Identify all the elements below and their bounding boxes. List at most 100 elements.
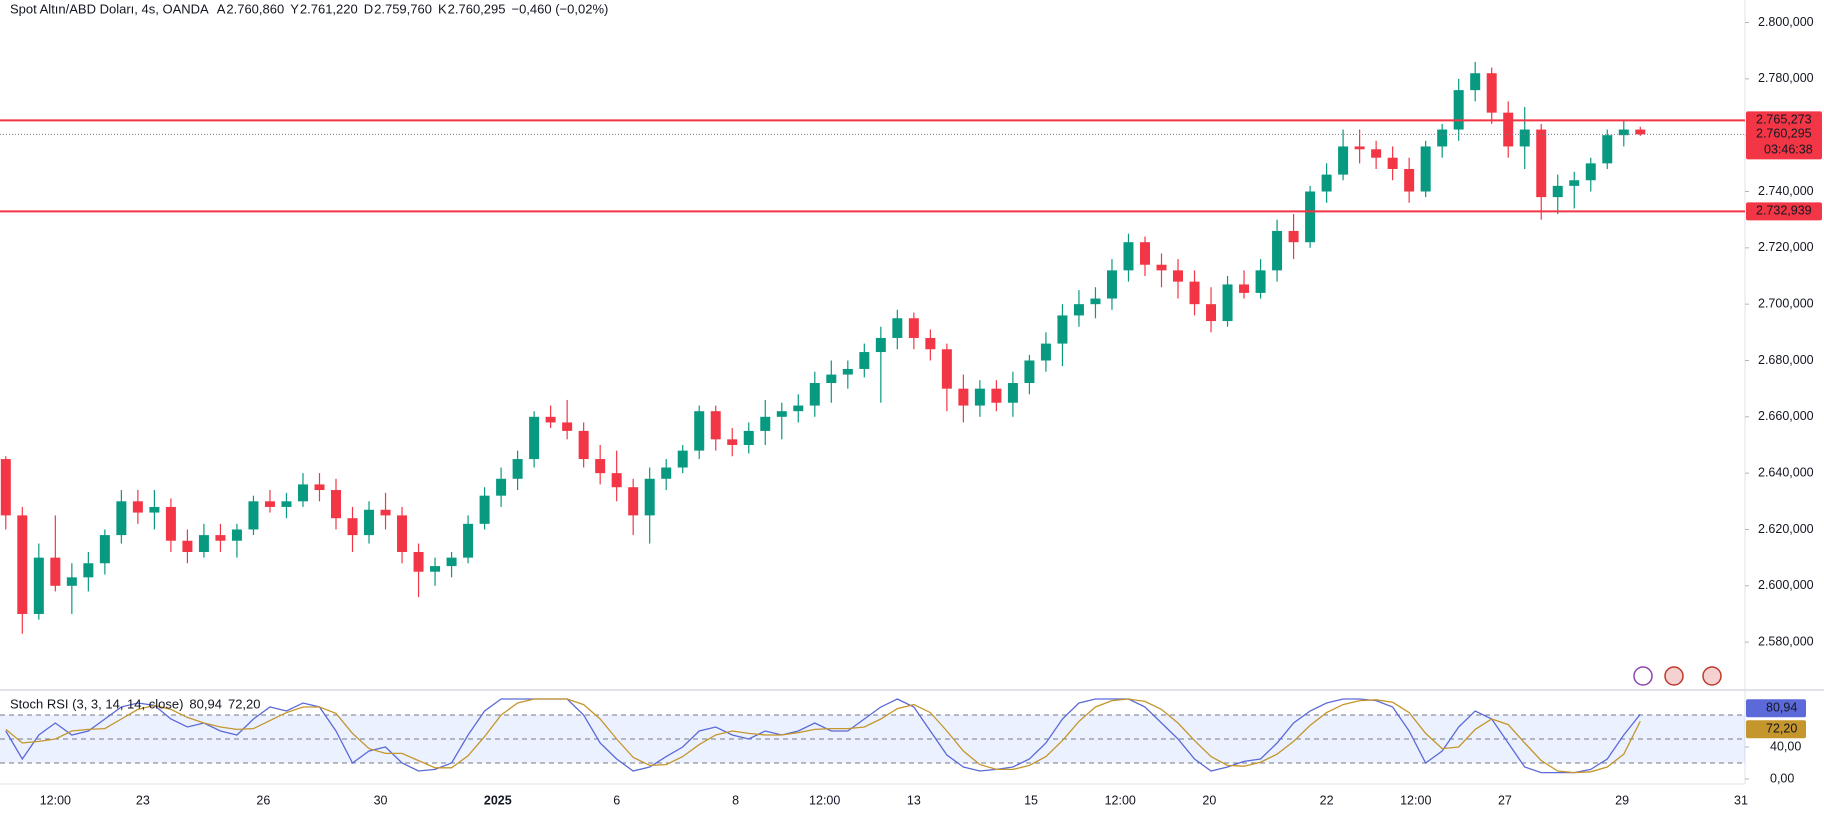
- candle-body: [1371, 149, 1382, 158]
- last-price-label: 2.760,295: [1756, 127, 1812, 141]
- change: −0,460 (−0,02%): [511, 1, 608, 16]
- candle-body: [1173, 270, 1184, 282]
- y-tick-label: 2.720,000: [1758, 240, 1814, 254]
- hline-label: 2.765,273: [1756, 113, 1812, 127]
- y-tick-label: 2.660,000: [1758, 409, 1814, 423]
- candle-body: [842, 368, 853, 375]
- y-tick-label: 2.620,000: [1758, 522, 1814, 536]
- candle-body: [430, 566, 441, 572]
- value-box-label: 72,20: [1766, 722, 1797, 736]
- candle-body: [974, 388, 985, 406]
- y-tick-label: 2.640,000: [1758, 465, 1814, 479]
- candle-body: [1272, 230, 1283, 271]
- ohlc-key: K: [438, 1, 447, 16]
- candle-body: [809, 383, 820, 406]
- x-tick-label: 15: [1024, 793, 1038, 807]
- legend-value: 72,20: [228, 696, 261, 711]
- candle-body: [1536, 129, 1547, 198]
- candle-body: [908, 318, 919, 338]
- icon[interactable]: [1702, 666, 1722, 686]
- y-tick-label: 2.800,000: [1758, 15, 1814, 29]
- candle-body: [1040, 343, 1051, 361]
- candle-body: [1420, 146, 1431, 192]
- candle-body: [463, 523, 474, 558]
- candle-body: [1387, 157, 1398, 169]
- candle-body: [297, 484, 308, 502]
- candle-body: [1007, 383, 1018, 403]
- candle-body: [1106, 270, 1117, 299]
- value-box: [1746, 699, 1806, 718]
- candle-body: [331, 490, 341, 519]
- candle-body: [1552, 185, 1563, 198]
- candle-body: [512, 459, 523, 479]
- x-tick-label: 30: [374, 793, 388, 807]
- candle-body: [1239, 284, 1250, 293]
- toolbar-icons: [1633, 666, 1722, 686]
- candle-body: [248, 501, 259, 530]
- candle-body: [776, 411, 787, 417]
- x-tick-label: 12:00: [40, 793, 71, 807]
- ohlc-value: 2.760,860: [226, 1, 284, 16]
- candle-body: [1602, 135, 1613, 164]
- x-tick-label: 31: [1734, 793, 1748, 807]
- y-tick-label: 2.780,000: [1758, 71, 1814, 85]
- y-tick-label: 2.680,000: [1758, 353, 1814, 367]
- candle-body: [1206, 304, 1217, 322]
- candle-body: [0, 459, 11, 516]
- candle-body: [446, 557, 457, 567]
- candle-body: [380, 509, 391, 516]
- ohlc-value: 2.761,220: [300, 1, 358, 16]
- candle-body: [1090, 298, 1101, 305]
- y-tick-label: 2.740,000: [1758, 184, 1814, 198]
- candle-body: [859, 352, 870, 369]
- value-box: [1746, 720, 1806, 739]
- candle-body: [149, 506, 160, 513]
- ohlc-key: A: [217, 1, 226, 16]
- candle-body: [578, 430, 589, 460]
- icon[interactable]: [1633, 666, 1653, 686]
- candle-body: [33, 557, 44, 614]
- candle-body: [1057, 315, 1068, 344]
- candle-body: [1139, 242, 1150, 265]
- icon[interactable]: [1664, 666, 1684, 686]
- candle-body: [793, 405, 804, 412]
- x-tick-label: 26: [256, 793, 270, 807]
- candle-body: [743, 430, 754, 445]
- x-tick-label: 29: [1615, 793, 1629, 807]
- x-tick-label: 20: [1202, 793, 1216, 807]
- y-tick-label: 40,00: [1770, 739, 1801, 753]
- candle-body: [991, 388, 1002, 403]
- candle-body: [1338, 146, 1349, 175]
- candle-body: [83, 563, 94, 578]
- ohlc-key: Y: [290, 1, 299, 16]
- candle-body: [1569, 180, 1580, 186]
- ohlc-value: 2.760,295: [448, 1, 506, 16]
- candle-body: [611, 473, 622, 488]
- candle-body: [644, 478, 655, 516]
- candle-body: [1635, 129, 1646, 135]
- candle-body: [1437, 129, 1448, 147]
- x-tick-label: 2025: [484, 793, 512, 807]
- last-price-box: [1746, 125, 1822, 160]
- candle-body: [1503, 112, 1514, 147]
- candle-body: [116, 501, 127, 536]
- hline-label-box: [1746, 202, 1822, 221]
- candle-body: [66, 577, 77, 586]
- candle-body: [760, 416, 771, 431]
- candle-body: [1453, 90, 1464, 130]
- candle-body: [215, 535, 226, 541]
- candle-body: [562, 422, 573, 431]
- candle-body: [710, 411, 721, 440]
- candle-body: [1156, 264, 1167, 271]
- candle-body: [1404, 168, 1415, 192]
- ohlc-key: D: [364, 1, 373, 16]
- candle-body: [677, 450, 688, 468]
- candle-body: [694, 411, 705, 451]
- x-tick-label: 13: [907, 793, 921, 807]
- x-tick-label: 27: [1498, 793, 1512, 807]
- candle-body: [1321, 174, 1332, 192]
- candle-body: [364, 509, 375, 536]
- candle-body: [1255, 270, 1266, 293]
